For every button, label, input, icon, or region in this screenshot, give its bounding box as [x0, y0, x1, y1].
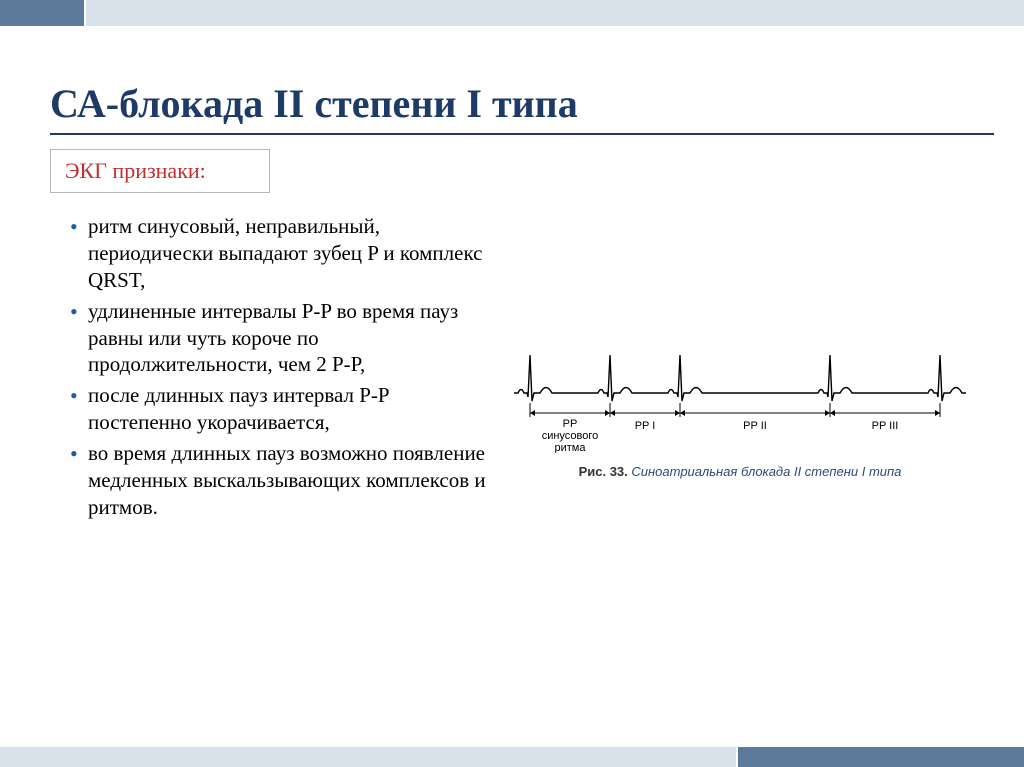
figure-number: Рис. 33. — [579, 464, 628, 479]
list-item: во время длинных пауз возможно появление… — [70, 440, 490, 521]
svg-text:PP II: PP II — [743, 420, 767, 432]
subtitle-box: ЭКГ признаки: — [50, 149, 270, 193]
list-item: после длинных пауз интервал P-P постепен… — [70, 382, 490, 436]
signs-list: ритм синусовый, неправильный, периодичес… — [50, 213, 490, 521]
figure-column: PPсинусовогоритма PP I PP II PP III Рис. 33… — [510, 213, 994, 525]
svg-text:PP I: PP I — [635, 420, 656, 432]
svg-text:PPсинусовогоритма: PPсинусовогоритма — [542, 418, 599, 453]
signs-column: ритм синусовый, неправильный, периодичес… — [50, 213, 490, 525]
accent-bar-top — [0, 0, 1024, 26]
list-item: удлиненные интервалы P-P во время пауз р… — [70, 298, 490, 379]
slide-content: СА-блокада II степени I типа ЭКГ признак… — [50, 80, 994, 525]
page-title: СА-блокада II степени I типа — [50, 80, 994, 135]
subtitle: ЭКГ признаки: — [65, 158, 255, 184]
list-item: ритм синусовый, неправильный, периодичес… — [70, 213, 490, 294]
ecg-trace-svg: PPсинусовогоритма PP I PP II PP III — [510, 333, 970, 453]
figure-caption-text: Синоатриальная блокада II степени I типа — [631, 464, 901, 479]
ecg-figure: PPсинусовогоритма PP I PP II PP III Рис. 33… — [510, 333, 970, 479]
svg-text:PP III: PP III — [872, 420, 899, 432]
accent-bar-bottom — [0, 747, 1024, 767]
figure-caption: Рис. 33. Синоатриальная блокада II степе… — [510, 464, 970, 479]
